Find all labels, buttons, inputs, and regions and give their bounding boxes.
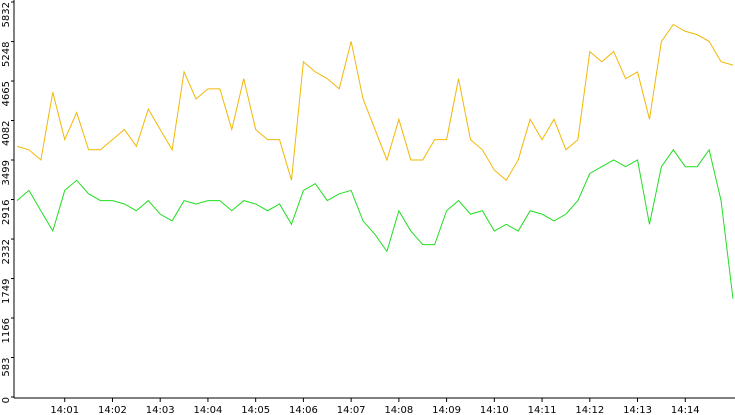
line-series	[16, 23, 734, 182]
x-tick-label: 14:02	[98, 405, 127, 415]
x-tick-label: 14:13	[623, 405, 652, 415]
y-tick-label: 1749	[1, 279, 12, 304]
y-tick-label: 5832	[1, 2, 12, 27]
x-tick-label: 14:09	[432, 405, 461, 415]
x-tick-label: 14:06	[289, 405, 318, 415]
y-tick-label: 0	[1, 397, 12, 403]
y-tick-label: 2332	[1, 239, 12, 264]
y-tick-label: 4665	[1, 81, 12, 106]
x-tick-label: 14:01	[50, 405, 79, 415]
x-tick-label: 14:10	[480, 405, 509, 415]
x-tick-label: 14:07	[337, 405, 366, 415]
y-tick-label: 2916	[1, 200, 12, 225]
x-tick-label: 14:11	[528, 405, 557, 415]
line-series	[16, 148, 734, 299]
y-tick-label: 4082	[1, 121, 12, 146]
x-tick-label: 14:14	[671, 405, 700, 415]
x-tick-label: 14:05	[241, 405, 270, 415]
x-tick-label: 14:08	[384, 405, 413, 415]
y-tick-label: 3499	[1, 160, 12, 185]
y-tick-label: 1166	[1, 318, 12, 343]
x-tick-label: 14:04	[194, 405, 223, 415]
x-tick-label: 14:03	[146, 405, 175, 415]
y-tick-label: 5248	[1, 42, 12, 67]
x-tick-label: 14:12	[575, 405, 604, 415]
y-tick-label: 583	[1, 358, 12, 377]
